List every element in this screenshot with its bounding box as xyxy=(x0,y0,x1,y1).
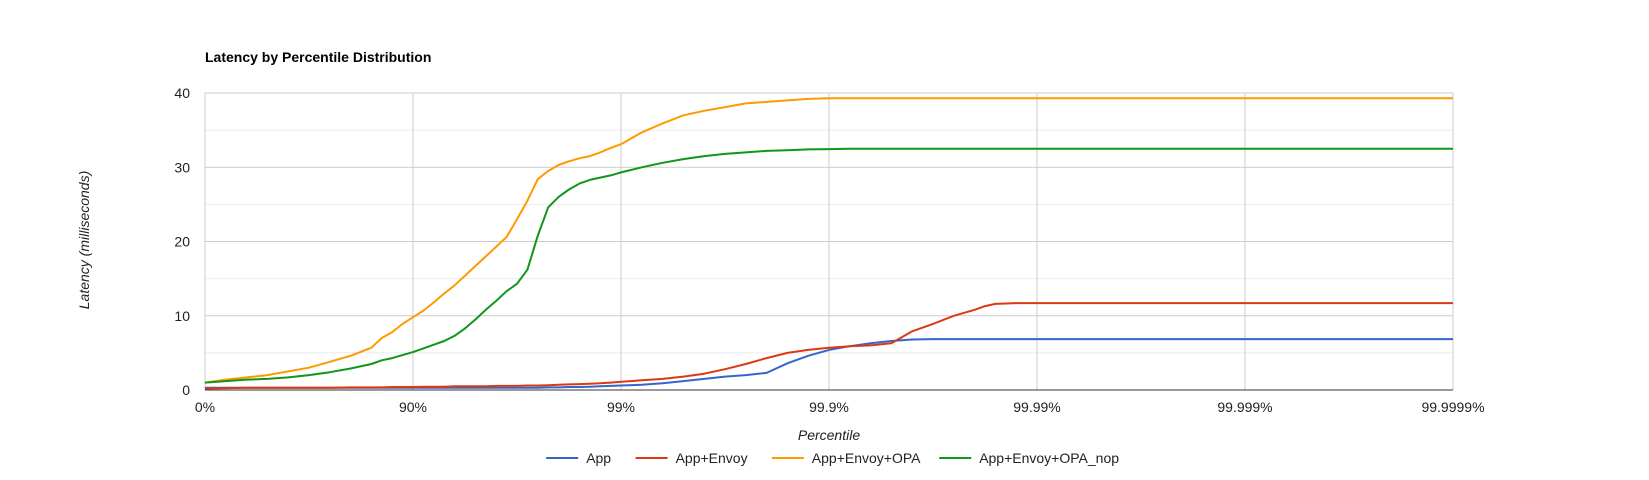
series-line-app-envoy xyxy=(204,302,1453,390)
legend-label: App xyxy=(586,450,611,466)
y-axis-ticks: 0 10 20 30 40 xyxy=(174,85,190,398)
y-tick-label: 0 xyxy=(182,382,190,398)
y-tick-label: 10 xyxy=(174,308,190,324)
x-tick-label: 99% xyxy=(607,399,635,415)
legend-item: App+Envoy+OPA xyxy=(771,450,921,466)
chart-legend: App App+Envoy App+Envoy+OPA App+Envoy+OPA_n… xyxy=(546,450,1119,466)
y-tick-label: 40 xyxy=(174,85,190,101)
chart-series xyxy=(204,97,1453,390)
x-axis-ticks: 0% 90% 99% 99.9% 99.99% 99.999% 99.9999% xyxy=(195,399,1485,415)
legend-item: App+Envoy xyxy=(635,450,748,466)
chart-title: Latency by Percentile Distribution xyxy=(205,49,431,65)
x-tick-label: 90% xyxy=(399,399,427,415)
legend-item: App xyxy=(546,450,611,466)
x-tick-label: 99.999% xyxy=(1217,399,1272,415)
x-tick-label: 99.9999% xyxy=(1421,399,1484,415)
x-tick-label: 99.99% xyxy=(1013,399,1060,415)
y-tick-label: 30 xyxy=(174,159,190,175)
x-axis-title: Percentile xyxy=(798,427,860,443)
series-line-app-envoy-opa-nop xyxy=(204,147,1453,384)
y-tick-label: 20 xyxy=(174,234,190,250)
series-line-app-envoy-opa xyxy=(204,97,1453,384)
x-tick-label: 0% xyxy=(195,399,215,415)
legend-item: App+Envoy+OPA_nop xyxy=(939,450,1119,466)
legend-label: App+Envoy xyxy=(676,450,748,466)
chart-gridlines xyxy=(204,92,1454,390)
y-axis-title: Latency (milliseconds) xyxy=(76,171,92,310)
legend-label: App+Envoy+OPA xyxy=(812,450,921,466)
legend-label: App+Envoy+OPA_nop xyxy=(979,450,1119,466)
x-tick-label: 99.9% xyxy=(809,399,849,415)
